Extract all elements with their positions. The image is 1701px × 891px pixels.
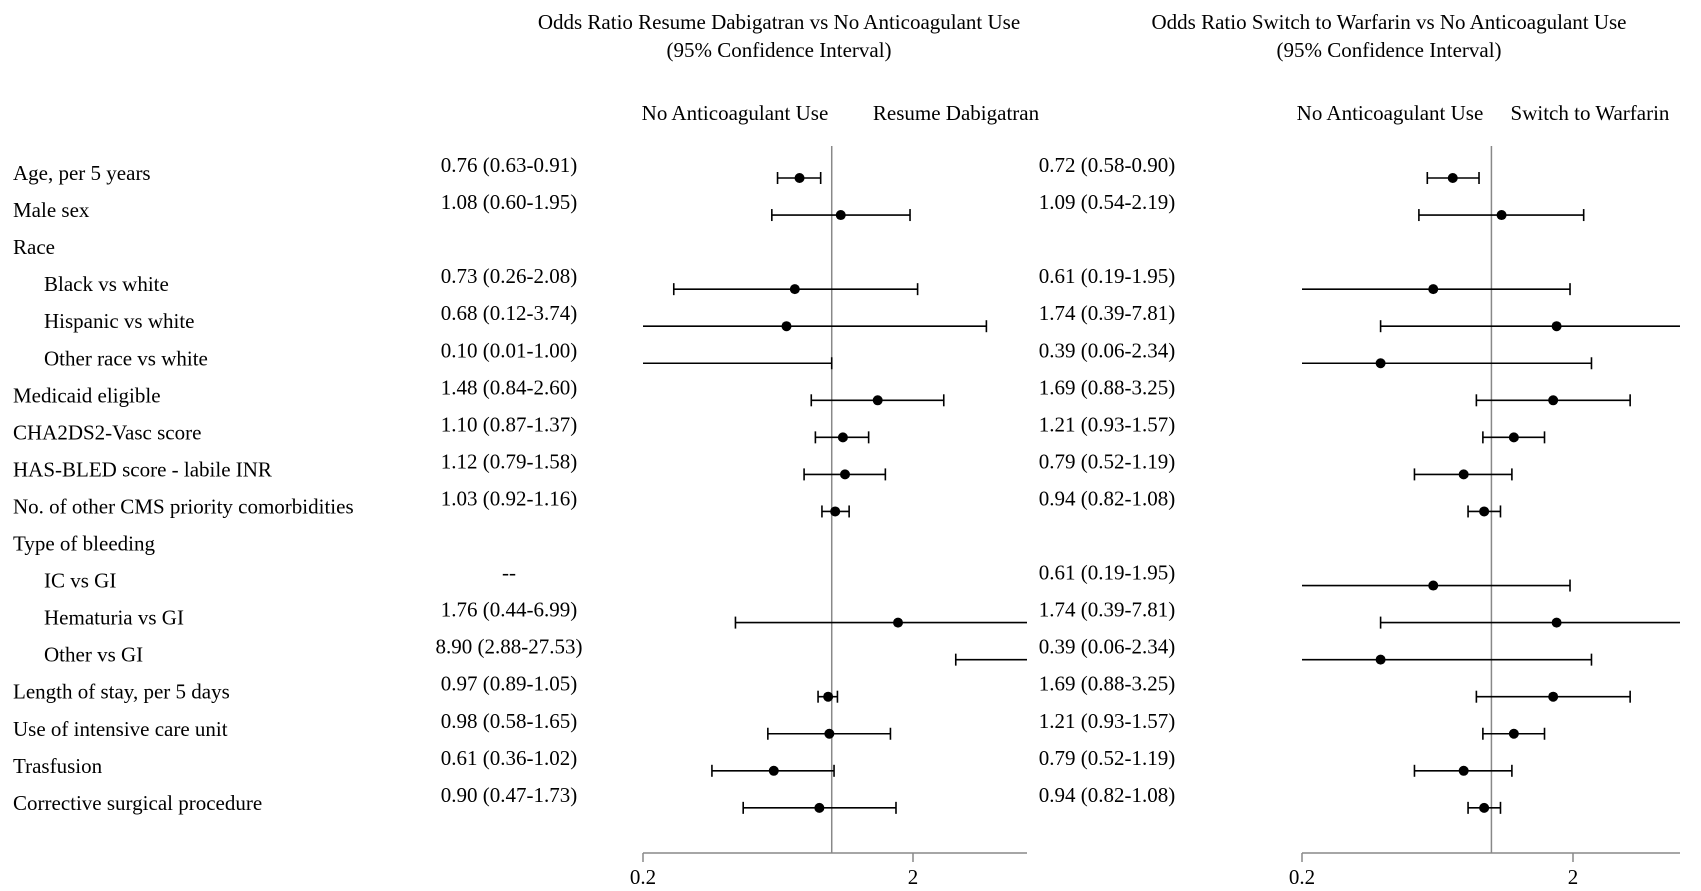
panel-subtitle: (95% Confidence Interval) xyxy=(1276,38,1501,62)
or-ci-value: 1.48 (0.84-2.60) xyxy=(441,375,577,399)
odds-ratio-point xyxy=(824,728,835,739)
odds-ratio-point xyxy=(1548,395,1559,406)
odds-ratio-point xyxy=(1548,691,1559,702)
or-ci-value: 0.76 (0.63-0.91) xyxy=(441,153,577,177)
panel-title: Odds Ratio Switch to Warfarin vs No Anti… xyxy=(1151,10,1626,34)
odds-ratio-point xyxy=(789,284,800,295)
or-ci-value: 0.61 (0.19-1.95) xyxy=(1039,264,1175,288)
odds-ratio-point xyxy=(1375,358,1386,369)
or-ci-value: 0.61 (0.36-1.02) xyxy=(441,746,577,770)
or-ci-value: 0.39 (0.06-2.34) xyxy=(1039,338,1175,362)
row-label: Hematuria vs GI xyxy=(44,606,184,630)
or-ci-value: 0.98 (0.58-1.65) xyxy=(441,709,577,733)
row-label: Other vs GI xyxy=(44,643,143,667)
row-label: Black vs white xyxy=(44,272,169,296)
x-tick-label: 0.2 xyxy=(630,865,656,889)
odds-ratio-point xyxy=(1496,210,1507,221)
odds-ratio-point xyxy=(1551,617,1562,628)
odds-ratio-point xyxy=(1479,802,1490,813)
row-label: Age, per 5 years xyxy=(13,161,151,185)
favors-left-label: No Anticoagulant Use xyxy=(642,101,829,125)
row-label: CHA2DS2-Vasc score xyxy=(13,420,201,444)
panel-title: Odds Ratio Resume Dabigatran vs No Antic… xyxy=(538,10,1020,34)
odds-ratio-point xyxy=(1458,765,1469,776)
or-ci-value: 0.97 (0.89-1.05) xyxy=(441,672,577,696)
or-ci-value: 0.72 (0.58-0.90) xyxy=(1039,153,1175,177)
odds-ratio-point xyxy=(768,765,779,776)
or-ci-value: 1.03 (0.92-1.16) xyxy=(441,486,577,510)
row-label: Use of intensive care unit xyxy=(13,717,228,741)
row-label: IC vs GI xyxy=(44,569,116,593)
or-ci-value: 1.12 (0.79-1.58) xyxy=(441,449,577,473)
row-label: Length of stay, per 5 days xyxy=(13,680,230,704)
or-ci-value: 1.09 (0.54-2.19) xyxy=(1039,190,1175,214)
panel-resume-dabigatran: Odds Ratio Resume Dabigatran vs No Antic… xyxy=(436,10,1040,889)
row-label: Medicaid eligible xyxy=(13,383,161,407)
or-ci-value: 1.21 (0.93-1.57) xyxy=(1039,709,1175,733)
or-ci-value: 0.68 (0.12-3.74) xyxy=(441,301,577,325)
or-ci-value: 1.74 (0.39-7.81) xyxy=(1039,301,1175,325)
odds-ratio-point xyxy=(1375,654,1386,665)
odds-ratio-point xyxy=(872,395,883,406)
row-label: Trasfusion xyxy=(13,754,103,778)
row-label: Type of bleeding xyxy=(13,532,155,556)
or-ci-value: 1.08 (0.60-1.95) xyxy=(441,190,577,214)
or-ci-value: 0.90 (0.47-1.73) xyxy=(441,783,577,807)
or-ci-value: 1.76 (0.44-6.99) xyxy=(441,598,577,622)
panel-subtitle: (95% Confidence Interval) xyxy=(666,38,891,62)
panel-switch-to-warfarin: Odds Ratio Switch to Warfarin vs No Anti… xyxy=(1039,10,1680,889)
odds-ratio-point xyxy=(835,210,846,221)
or-ci-value: 1.10 (0.87-1.37) xyxy=(441,412,577,436)
or-ci-value: 0.94 (0.82-1.08) xyxy=(1039,783,1175,807)
odds-ratio-point xyxy=(1458,469,1469,480)
odds-ratio-point xyxy=(837,432,848,443)
x-tick-label: 0.2 xyxy=(1289,865,1315,889)
or-ci-value: 0.10 (0.01-1.00) xyxy=(441,338,577,362)
row-label: Male sex xyxy=(13,198,90,222)
or-ci-value: 0.79 (0.52-1.19) xyxy=(1039,746,1175,770)
row-label: Hispanic vs white xyxy=(44,309,194,333)
row-label: Corrective surgical procedure xyxy=(13,791,262,815)
row-label: No. of other CMS priority comorbidities xyxy=(13,494,354,518)
x-tick-label: 2 xyxy=(1568,865,1579,889)
or-ci-value: 1.69 (0.88-3.25) xyxy=(1039,672,1175,696)
favors-left-label: No Anticoagulant Use xyxy=(1297,101,1484,125)
odds-ratio-point xyxy=(1447,173,1458,183)
odds-ratio-point xyxy=(781,321,792,332)
row-label: Race xyxy=(13,235,55,259)
or-ci-value: 0.73 (0.26-2.08) xyxy=(441,264,577,288)
odds-ratio-point xyxy=(1508,432,1519,443)
or-ci-value: 0.79 (0.52-1.19) xyxy=(1039,449,1175,473)
or-ci-value: 1.74 (0.39-7.81) xyxy=(1039,598,1175,622)
or-ci-value: 1.21 (0.93-1.57) xyxy=(1039,412,1175,436)
row-label: Other race vs white xyxy=(44,346,208,370)
x-tick-label: 2 xyxy=(908,865,919,889)
or-ci-value: -- xyxy=(502,561,516,585)
odds-ratio-point xyxy=(1479,506,1490,517)
odds-ratio-point xyxy=(893,617,904,628)
odds-ratio-point xyxy=(1551,321,1562,332)
odds-ratio-point xyxy=(840,469,851,480)
row-labels: Age, per 5 years Male sex Race Black vs whi… xyxy=(13,161,354,815)
or-ci-value: 1.69 (0.88-3.25) xyxy=(1039,375,1175,399)
row-label: HAS-BLED score - labile INR xyxy=(13,457,272,481)
odds-ratio-point xyxy=(1508,728,1519,739)
or-ci-value: 8.90 (2.88-27.53) xyxy=(436,635,583,659)
odds-ratio-point xyxy=(1428,284,1439,295)
or-ci-value: 0.39 (0.06-2.34) xyxy=(1039,635,1175,659)
odds-ratio-point xyxy=(1428,580,1439,591)
favors-right-label: Resume Dabigatran xyxy=(873,101,1040,125)
odds-ratio-point xyxy=(794,173,805,183)
favors-right-label: Switch to Warfarin xyxy=(1511,101,1670,125)
odds-ratio-point xyxy=(814,802,825,813)
or-ci-value: 0.94 (0.82-1.08) xyxy=(1039,486,1175,510)
odds-ratio-point xyxy=(830,506,841,517)
odds-ratio-point xyxy=(823,691,834,702)
or-ci-value: 0.61 (0.19-1.95) xyxy=(1039,561,1175,585)
